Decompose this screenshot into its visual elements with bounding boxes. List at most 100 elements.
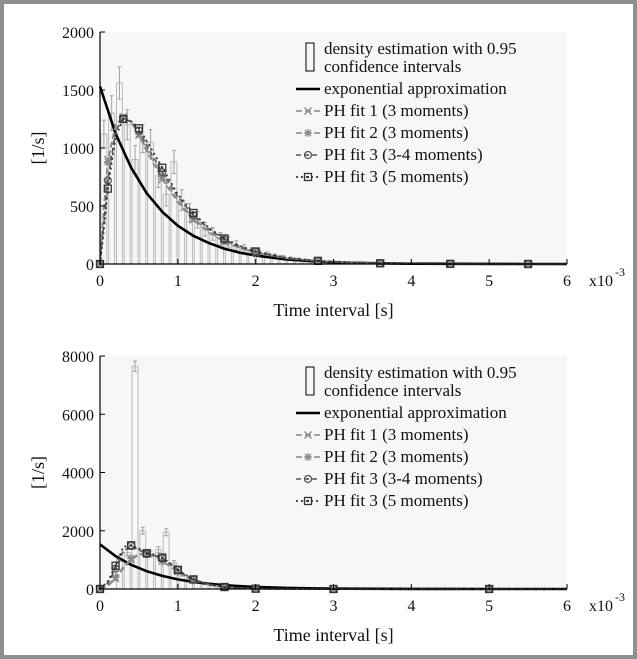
x-tick-label: 3 — [330, 273, 338, 290]
y-tick-label: 1500 — [62, 83, 94, 100]
series-marker — [127, 554, 136, 563]
legend-label: confidence intervals — [324, 381, 461, 400]
series-marker — [220, 234, 229, 243]
series-marker-dot — [114, 564, 117, 567]
series-marker — [220, 237, 229, 246]
series-marker-dot — [192, 211, 195, 214]
series-marker — [173, 565, 182, 574]
ci-whisker — [156, 546, 161, 554]
series-marker — [119, 114, 128, 124]
series-marker-dot — [316, 259, 319, 262]
legend-marker — [303, 172, 313, 182]
series-marker-dot — [192, 214, 195, 217]
y-tick-label: 500 — [70, 199, 94, 216]
series-marker — [111, 561, 120, 570]
legend-marker-dot — [307, 478, 309, 480]
legend-symbol-density — [305, 42, 315, 72]
y-tick-label: 2000 — [62, 25, 94, 42]
series-marker-dot — [138, 129, 140, 132]
legend-label: exponential approximation — [324, 403, 507, 422]
x-tick-label: 5 — [485, 273, 493, 290]
legend-label: density estimation with 0.95 — [324, 39, 517, 58]
series-marker-dot — [161, 171, 164, 174]
series-marker — [103, 157, 112, 166]
y-tick-label: 6000 — [62, 407, 94, 424]
legend-marker — [304, 129, 312, 137]
legend-label: PH fit 3 (3-4 moments) — [324, 469, 483, 488]
series-marker — [134, 124, 144, 133]
ci-whisker — [171, 149, 176, 175]
x-tick-label: 4 — [407, 598, 415, 615]
ci-whisker — [164, 528, 169, 537]
y-tick-label: 0 — [86, 582, 94, 599]
series-marker-dot — [161, 556, 164, 559]
legend-label: density estimation with 0.95 — [324, 363, 517, 382]
series-marker-dot — [176, 568, 179, 571]
series-marker — [189, 208, 198, 218]
ci-whisker — [140, 526, 145, 535]
series-marker — [189, 575, 198, 584]
series-marker — [158, 553, 167, 562]
legend-label: PH fit 3 (5 moments) — [324, 167, 469, 186]
series-marker-dot — [137, 127, 140, 130]
series-marker — [158, 168, 167, 177]
ci-whisker — [125, 109, 130, 141]
series-marker — [119, 113, 128, 122]
chart-2: 0 1 2 3 4 5 6 0 2000 4000 6000 8000 x10-3 Time interv… — [28, 349, 625, 645]
x-tick-label: 6 — [563, 273, 571, 290]
series-marker — [158, 163, 167, 172]
legend-marker — [303, 474, 313, 484]
x-tick-label: 1 — [174, 273, 182, 290]
x-axis-label: Time interval [s] — [273, 300, 393, 320]
x-tick-label: 2 — [252, 273, 260, 290]
legend-label: PH fit 3 (5 moments) — [324, 491, 469, 510]
legend-marker — [304, 453, 312, 461]
x-axis-multiplier-exponent: -3 — [615, 265, 625, 279]
legend-marker-dot — [307, 500, 309, 502]
y-tick-label: 8000 — [62, 349, 94, 366]
ci-whisker — [117, 66, 122, 100]
series-marker — [111, 573, 120, 582]
series-marker-dot — [379, 262, 382, 265]
ci-whisker — [133, 360, 138, 372]
series-line — [99, 552, 567, 590]
x-tick-label: 0 — [96, 273, 104, 290]
x-axis-label: Time interval [s] — [273, 625, 393, 645]
chart-1: 0 1 2 3 4 5 6 0 500 1000 1500 2000 x10-3 Time interva… — [28, 25, 625, 320]
x-tick-label: 4 — [407, 273, 415, 290]
series-marker — [103, 184, 112, 193]
legend-marker — [304, 107, 312, 115]
series-marker — [126, 541, 136, 550]
x-axis-multiplier-exponent: -3 — [615, 590, 625, 604]
plot-area — [100, 356, 567, 589]
legend-marker-dot — [307, 176, 309, 178]
x-tick-label: 3 — [330, 598, 338, 615]
legend-label: PH fit 3 (3-4 moments) — [324, 145, 483, 164]
series-marker — [173, 567, 182, 576]
y-axis-label: [1/s] — [28, 132, 48, 165]
legend-marker-dot — [307, 154, 309, 156]
series-marker — [142, 549, 151, 558]
legend-label: confidence intervals — [324, 57, 461, 76]
series-marker-dot — [106, 187, 109, 190]
series-marker-dot — [254, 250, 257, 253]
series-marker — [251, 247, 260, 256]
legend-marker — [304, 431, 312, 439]
x-axis-multiplier: x10 — [589, 598, 613, 615]
legend-label: PH fit 1 (3 moments) — [324, 425, 469, 444]
series-marker-dot — [122, 118, 125, 120]
series-marker-dot — [192, 578, 195, 581]
legend-label: PH fit 1 (3 moments) — [324, 101, 469, 120]
x-axis-multiplier: x10 — [589, 273, 613, 290]
x-tick-label: 6 — [563, 598, 571, 615]
series-marker-dot — [223, 237, 226, 240]
series-marker-dot — [145, 552, 148, 555]
y-tick-label: 1000 — [62, 141, 94, 158]
y-tick-label: 2000 — [62, 524, 94, 541]
series-marker-dot — [161, 166, 164, 169]
legend-marker — [303, 150, 313, 160]
